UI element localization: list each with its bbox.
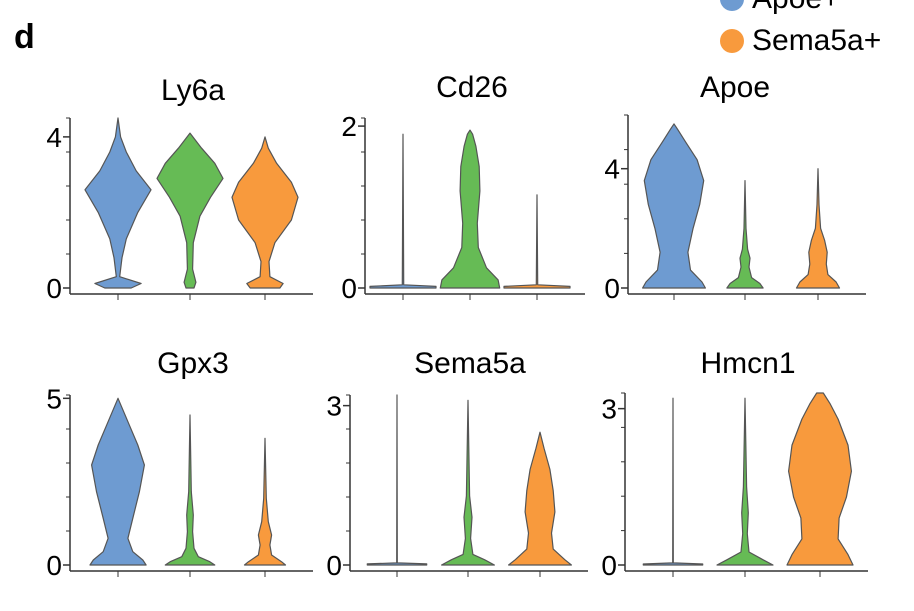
y-tick-label: 3 [326,391,342,422]
violin-2 [441,399,495,566]
violin-1 [89,397,147,566]
y-tick-label: 0 [46,273,62,304]
panel-letter: d [14,18,35,56]
y-tick-label: 0 [601,550,617,581]
y-tick-label: 0 [46,550,62,581]
y-tick-label: 3 [601,394,617,425]
panel-title: Cd26 [436,71,508,104]
panel-title: Apoe [700,71,770,104]
legend: Apoe+ Sema5a+ [720,0,881,62]
panel-title: Ly6a [161,74,225,107]
violin-3 [503,194,571,289]
violin-2 [156,132,224,289]
violin-1 [369,133,437,289]
y-tick-label: 0 [326,550,342,581]
violin-1 [366,394,428,566]
legend-label-apoe: Apoe+ [752,0,840,16]
violin-1 [642,397,704,566]
panel-title: Gpx3 [157,347,229,380]
y-tick-label: 0 [604,273,620,304]
violin-3 [243,437,287,566]
y-tick-label: 0 [341,273,357,304]
legend-entry-apoe: Apoe+ [720,0,881,20]
panel-title: Hmcn1 [700,347,795,380]
violin-2 [164,414,216,566]
panel-title: Sema5a [414,347,526,380]
y-tick-label: 5 [46,383,62,414]
violin-3 [795,168,841,289]
violin-2 [726,180,764,289]
legend-swatch-sema5a [720,29,744,53]
y-tick-label: 2 [341,111,357,142]
legend-entry-sema5a: Sema5a+ [720,20,881,62]
legend-swatch-apoe [720,0,744,11]
violin-2 [716,397,774,566]
legend-label-sema5a: Sema5a+ [752,24,882,57]
violin-2 [439,129,501,289]
y-tick-label: 4 [604,154,620,185]
y-tick-label: 4 [46,122,62,153]
violin-3 [508,431,572,566]
violin-1 [84,117,152,289]
violin-1 [642,123,706,289]
violin-3 [786,392,854,566]
violin-3 [231,136,299,289]
